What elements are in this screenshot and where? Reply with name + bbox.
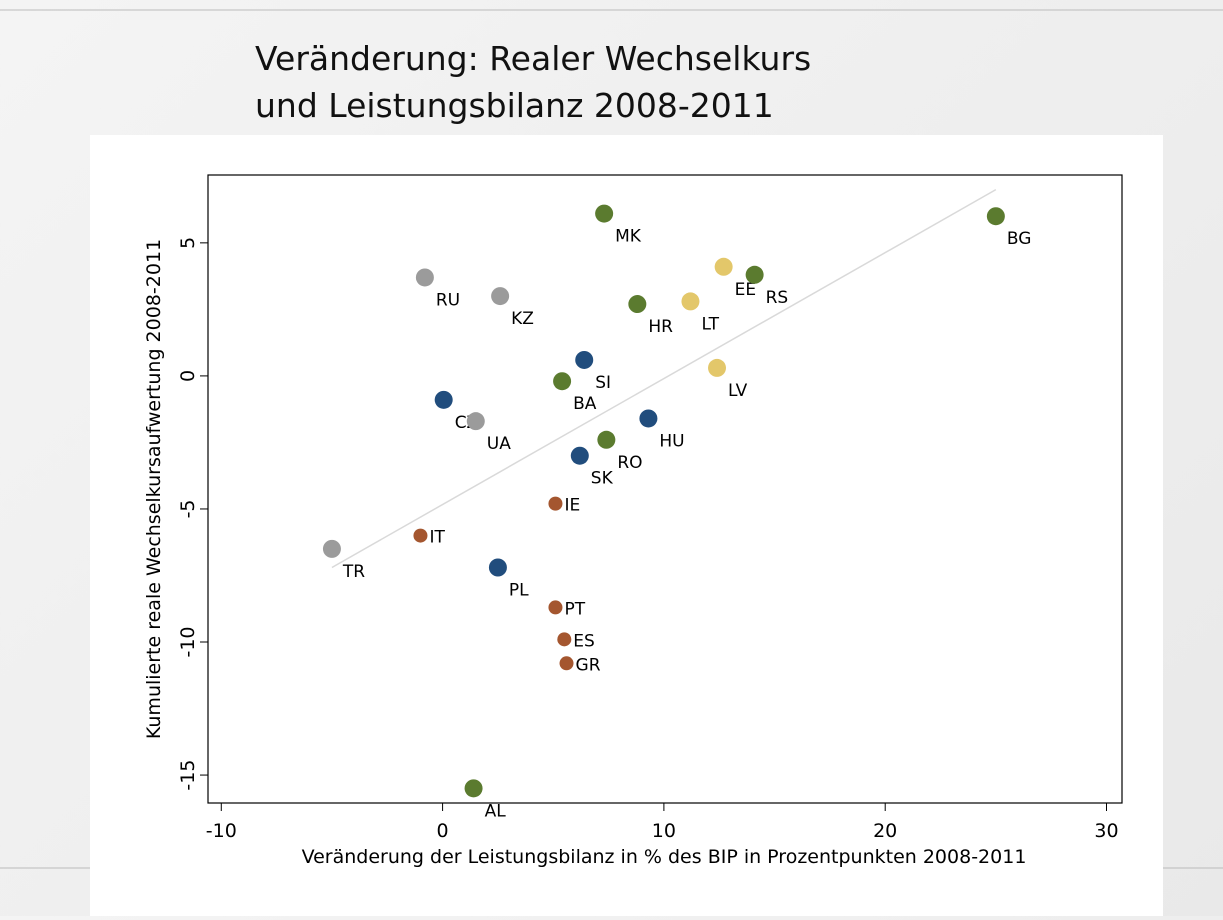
point-label: BG xyxy=(1007,229,1032,249)
point-label: LV xyxy=(728,381,748,401)
point-label: KZ xyxy=(511,309,534,329)
chart-subtitle: und Leistungsbilanz 2008-2011 xyxy=(255,86,774,125)
point xyxy=(434,390,453,409)
point-label: RO xyxy=(617,453,642,473)
point-label: AL xyxy=(485,801,507,821)
point-label: ES xyxy=(573,631,595,651)
point-label: TR xyxy=(342,562,365,582)
point xyxy=(413,528,428,543)
point xyxy=(322,539,341,558)
point xyxy=(639,409,658,428)
point-label: HR xyxy=(648,317,673,337)
point-label: SI xyxy=(595,373,611,393)
chart-panel xyxy=(90,135,1163,916)
point xyxy=(628,295,647,314)
x-tick-label: 10 xyxy=(652,820,676,842)
y-tick-label: 0 xyxy=(177,370,199,382)
point-label: IT xyxy=(429,528,445,548)
y-tick-label: 5 xyxy=(177,237,199,249)
point-label: UA xyxy=(487,434,511,454)
point xyxy=(491,287,510,306)
point xyxy=(575,350,594,369)
y-tick-label: -5 xyxy=(177,499,199,518)
point xyxy=(708,358,727,377)
point-label: GR xyxy=(576,655,601,675)
point xyxy=(548,496,563,511)
x-tick-label: -10 xyxy=(206,820,237,842)
point-label: PT xyxy=(564,599,585,619)
y-axis-title: Kumulierte reale Wechselkursaufwertung 2… xyxy=(143,239,165,739)
point xyxy=(681,292,700,311)
point xyxy=(557,632,572,647)
point-label: SK xyxy=(591,469,614,489)
point xyxy=(570,446,589,465)
point xyxy=(714,257,733,276)
point-label: EE xyxy=(735,280,756,300)
chart-title: Veränderung: Realer Wechselkurs xyxy=(255,39,811,78)
x-axis-title: Veränderung der Leistungsbilanz in % des… xyxy=(302,846,1027,868)
fit-line xyxy=(331,188,997,569)
point xyxy=(986,207,1005,226)
y-tick-label: -10 xyxy=(177,626,199,657)
point xyxy=(488,558,507,577)
point xyxy=(559,656,574,671)
point-label: BA xyxy=(573,394,597,414)
point-label: RU xyxy=(436,290,460,310)
point xyxy=(415,268,434,287)
point-label: IE xyxy=(564,496,580,516)
point xyxy=(464,779,483,798)
point xyxy=(466,412,485,431)
point-label: RS xyxy=(766,288,789,308)
x-tick-label: 0 xyxy=(437,820,449,842)
point-label: LT xyxy=(701,314,719,334)
point xyxy=(595,204,614,223)
x-tick-label: 20 xyxy=(873,820,897,842)
point xyxy=(548,600,563,615)
point xyxy=(553,372,572,391)
plot-frame xyxy=(207,174,1123,804)
point xyxy=(597,430,616,449)
y-tick-label: -15 xyxy=(177,760,199,791)
point-label: HU xyxy=(659,431,684,451)
point-label: MK xyxy=(615,227,642,247)
x-tick-label: 30 xyxy=(1094,820,1118,842)
point xyxy=(745,265,764,284)
point-label: PL xyxy=(509,581,529,601)
